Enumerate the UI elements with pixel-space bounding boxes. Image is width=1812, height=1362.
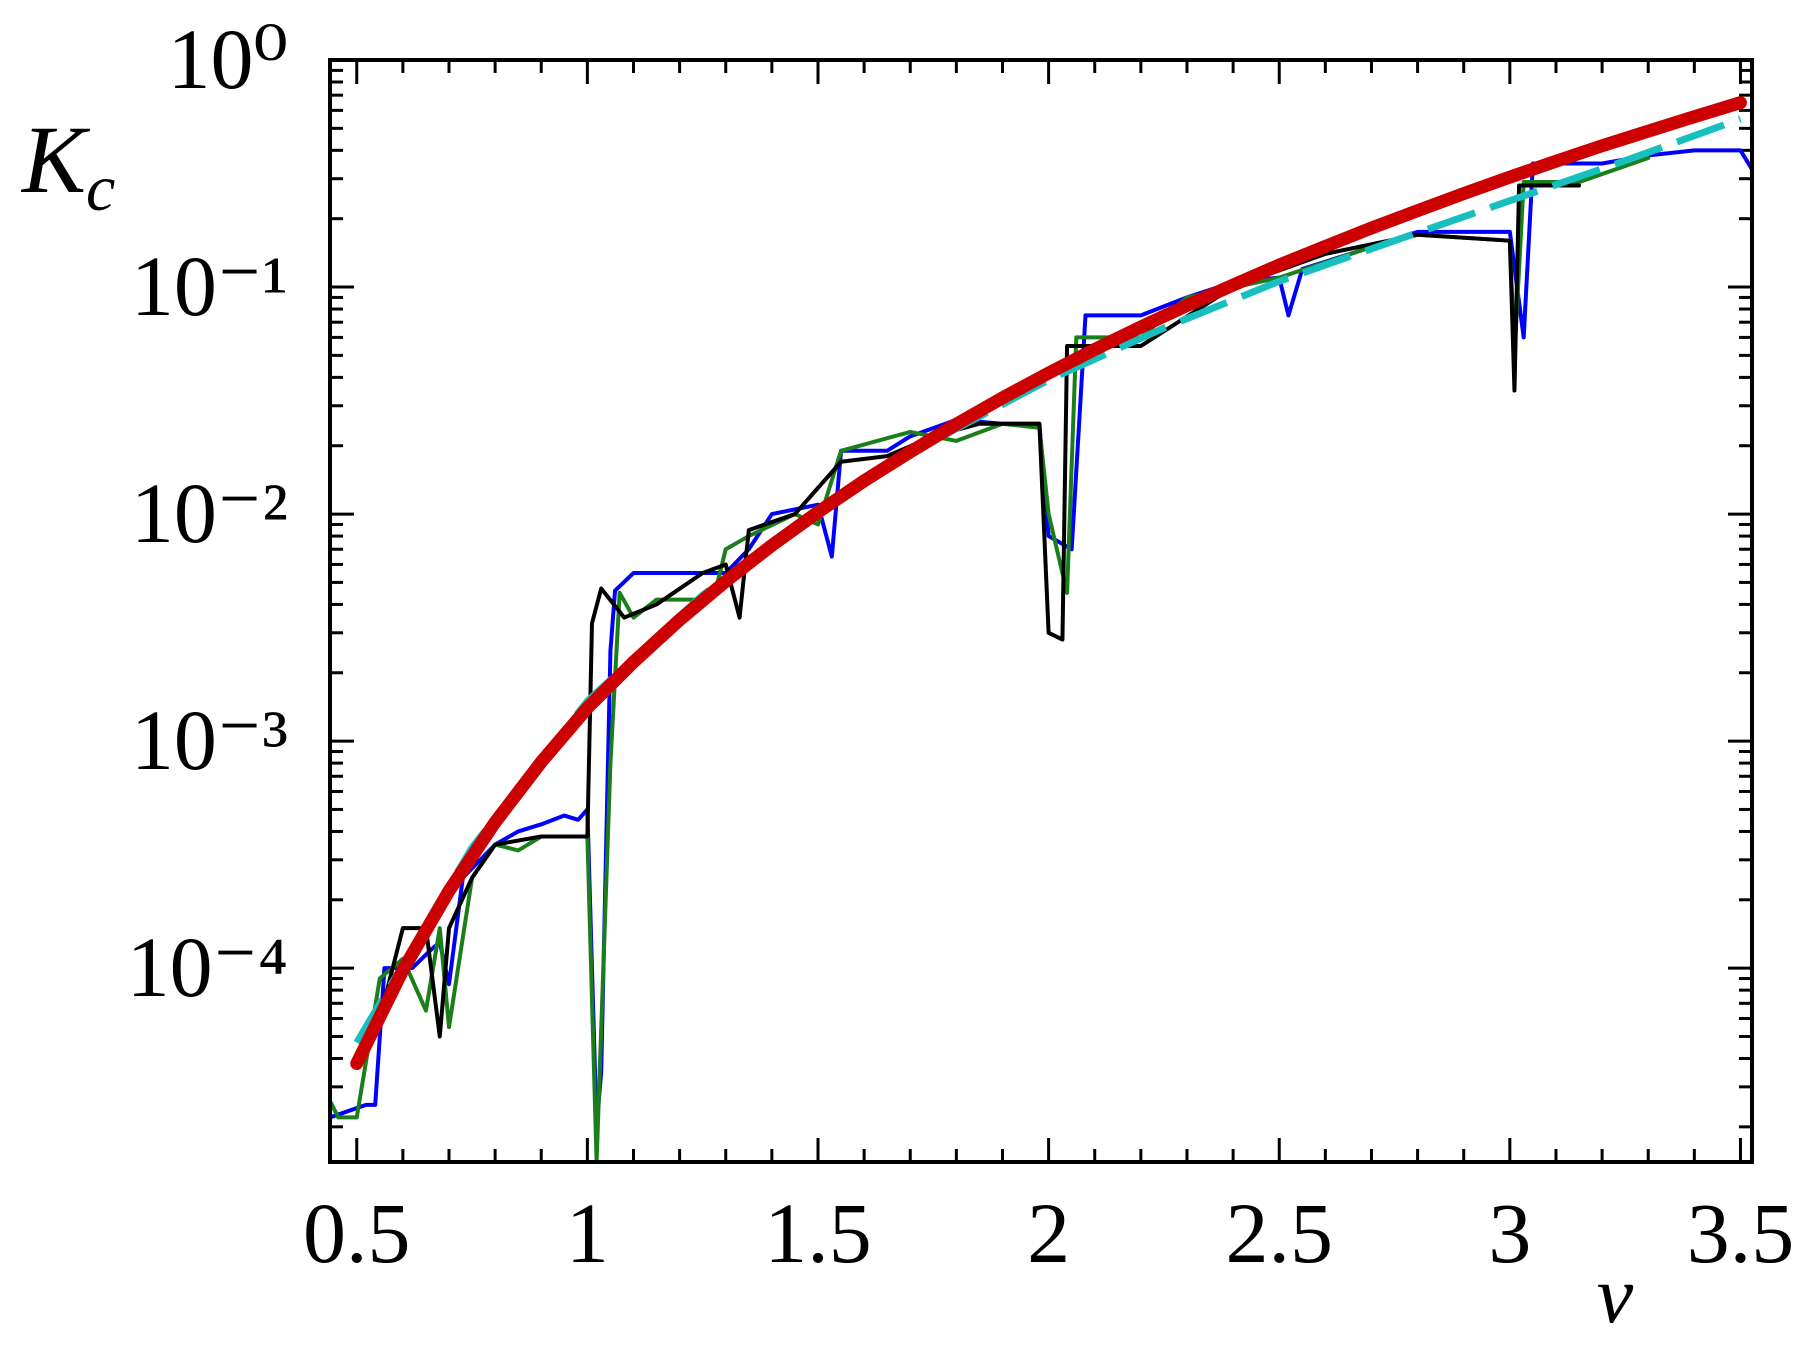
x-axis-label: ν <box>1597 1249 1634 1340</box>
x-tick-label: 3.5 <box>1687 1185 1795 1281</box>
y-tick-label: 10⁻⁴ <box>127 919 288 1015</box>
x-tick-label: 0.5 <box>303 1185 411 1281</box>
x-tick-label: 2.5 <box>1225 1185 1333 1281</box>
series-line <box>353 115 1742 1045</box>
plot-area <box>330 96 1752 1162</box>
x-tick-label: 1 <box>566 1185 609 1281</box>
series-line <box>330 148 1752 1129</box>
y-axis-label: Kc <box>20 106 115 225</box>
series-line <box>350 96 1747 1071</box>
y-tick-label: 10⁻² <box>131 465 288 561</box>
x-tick-label: 2 <box>1027 1185 1070 1281</box>
x-tick-label: 1.5 <box>764 1185 872 1281</box>
series-line <box>330 156 1651 1162</box>
y-tick-label: 10⁻³ <box>131 692 288 788</box>
y-tick-label: 10⁻¹ <box>131 238 288 334</box>
plot-frame <box>328 58 1754 1164</box>
y-tick-label: 10⁰ <box>168 11 288 107</box>
x-tick-label: 3 <box>1488 1185 1531 1281</box>
series-line <box>377 183 1582 1039</box>
